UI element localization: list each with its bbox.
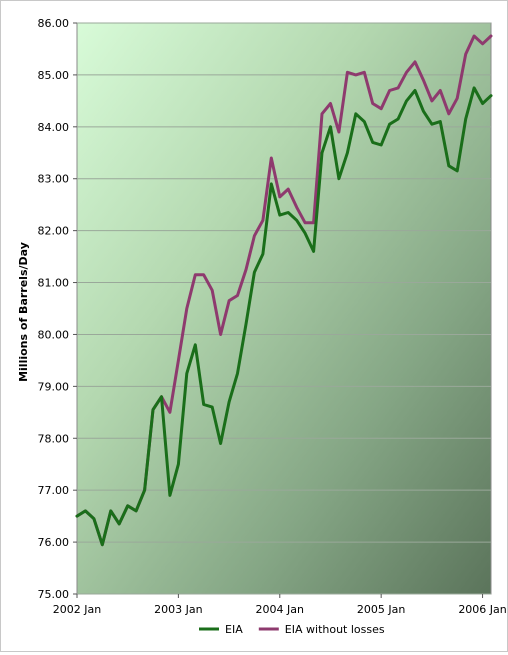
- series-line: [75, 86, 493, 547]
- series-lines: [75, 34, 493, 547]
- x-tick-label: 2006 Jan: [458, 603, 506, 616]
- x-tick-label: 2003 Jan: [154, 603, 202, 616]
- y-tick-label: 82.00: [38, 225, 70, 238]
- y-tick-label: 76.00: [38, 536, 70, 549]
- x-tick-label: 2005 Jan: [357, 603, 405, 616]
- x-tick-label: 2004 Jan: [256, 603, 304, 616]
- x-tick-label: 2002 Jan: [53, 603, 101, 616]
- legend: EIA EIA without losses: [199, 623, 385, 636]
- legend-label: EIA: [225, 623, 243, 636]
- y-tick-label: 84.00: [38, 121, 70, 134]
- y-tick-label: 77.00: [38, 484, 70, 497]
- plot-area: [76, 22, 492, 595]
- y-tick-label: 78.00: [38, 432, 70, 445]
- y-tick-label: 83.00: [38, 173, 70, 186]
- y-tick-label: 81.00: [38, 277, 70, 290]
- y-axis-ticks: 75.00 76.00 77.00 78.00 79.00 80.00 81.00 82.00…: [38, 17, 77, 601]
- x-axis-ticks: 2002 Jan 2003 Jan 2004 Jan 2005 Jan 2006 Jan: [53, 594, 507, 616]
- legend-label: EIA without losses: [285, 623, 385, 636]
- y-tick-label: 75.00: [38, 588, 70, 601]
- y-tick-label: 80.00: [38, 328, 70, 341]
- y-tick-label: 86.00: [38, 17, 70, 30]
- y-axis-label: Millions of Barrels/Day: [17, 242, 30, 382]
- y-tick-label: 79.00: [38, 380, 70, 393]
- y-tick-label: 85.00: [38, 69, 70, 82]
